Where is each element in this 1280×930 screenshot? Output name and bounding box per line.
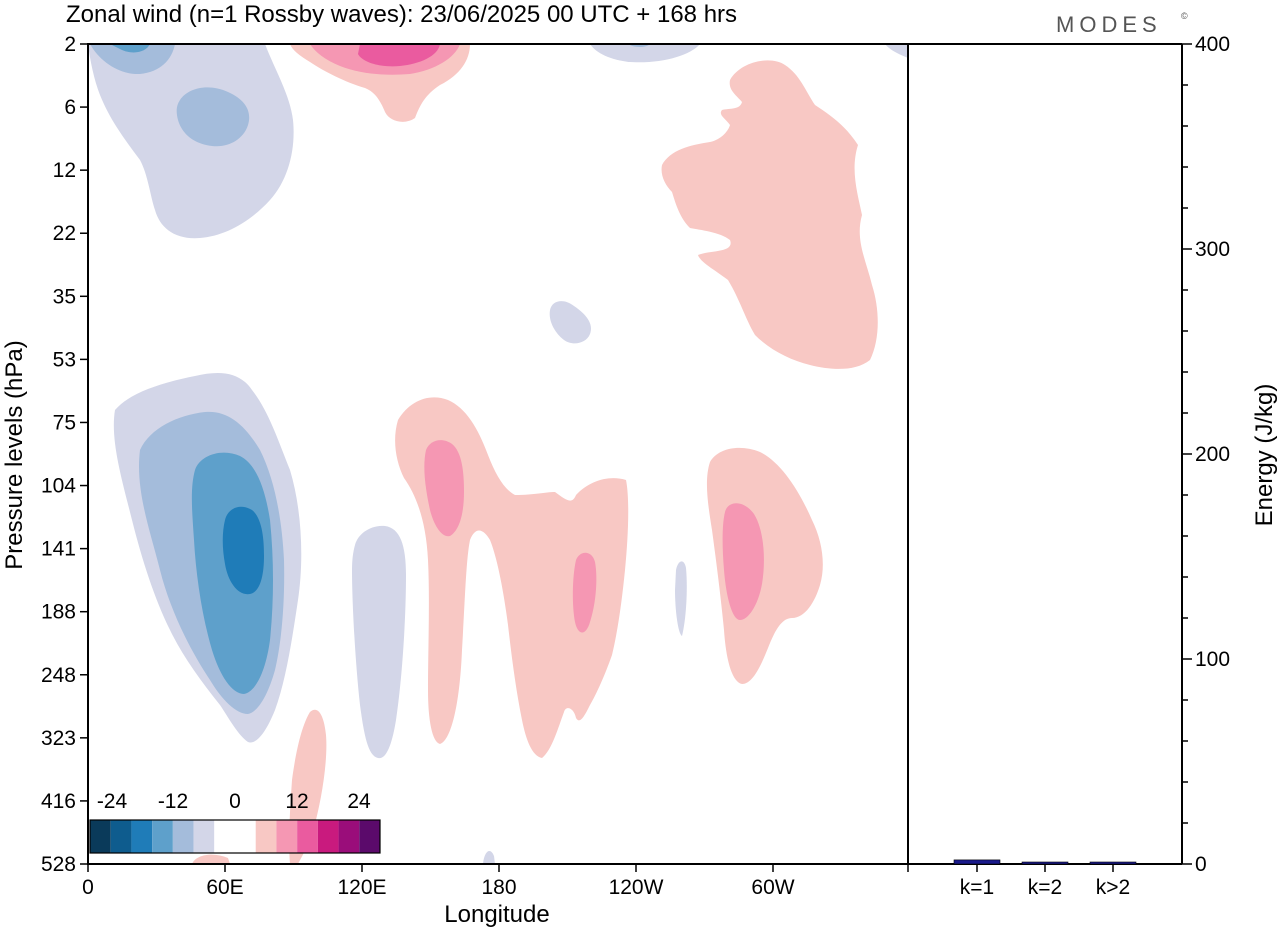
colorbar-swatch: [90, 820, 111, 853]
neg-small-blob: [549, 301, 592, 344]
pos-mid-core-a: [424, 440, 464, 537]
y-tick-label: 53: [53, 348, 76, 371]
energy-tick-label: 100: [1195, 648, 1230, 671]
energy-bar: [1089, 861, 1137, 865]
colorbar-swatch: [214, 820, 235, 853]
y-tick-label: 248: [41, 664, 76, 687]
x-tick-label: 60W: [751, 876, 794, 899]
y-tick-label: 104: [41, 475, 76, 498]
y-axis: Pressure levels (hPa) 2 6 12 22 35 53 75 104 141…: [1, 33, 88, 876]
x-axis: 0 60E 120E 180 120W 60W Longitude: [82, 864, 909, 928]
energy-tick-label: 0: [1195, 853, 1207, 876]
y-tick-label: 35: [53, 285, 76, 308]
x-tick-label: 0: [82, 876, 94, 899]
neg-upper-top-core: [110, 44, 150, 53]
y-tick-label: 12: [53, 159, 76, 182]
y-tick-label: 22: [53, 222, 76, 245]
energy-tick-label: 300: [1195, 238, 1230, 261]
energy-tick-label: 400: [1195, 33, 1230, 56]
x-tick-label: 60E: [206, 876, 243, 899]
y-tick-label: 75: [53, 411, 76, 434]
colorbar-swatch: [172, 820, 194, 853]
neg-upper-top: [90, 44, 175, 75]
colorbar-swatch: [338, 820, 360, 853]
x-tick-label: 120E: [337, 876, 386, 899]
y-axis-label: Pressure levels (hPa): [1, 340, 28, 569]
y-tick-label: 323: [41, 727, 76, 750]
colorbar-swatch: [193, 820, 215, 853]
energy-bar: [953, 859, 1001, 865]
y-tick-label: 6: [64, 96, 76, 119]
colorbar-frame: [89, 819, 381, 854]
neg-upper-inner: [176, 87, 250, 147]
colorbar-label: -24: [97, 790, 128, 813]
modes-logo: MODES ©: [1056, 11, 1188, 37]
energy-tick-label: 200: [1195, 443, 1230, 466]
pos-mid-core-b: [572, 552, 597, 633]
chart-title: Zonal wind (n=1 Rossby waves): 23/06/202…: [66, 1, 737, 28]
energy-category-label: k>2: [1096, 876, 1130, 899]
energy-panel: Energy (J/kg) 0 100 200 300 400 k=1 k=2 k>2: [907, 33, 1278, 899]
pos-right-core: [722, 503, 764, 620]
energy-bar: [1021, 861, 1069, 865]
x-tick-label: 180: [481, 876, 516, 899]
colorbar-swatch: [110, 820, 132, 853]
x-axis-label: Longitude: [444, 901, 549, 928]
colorbar-swatch: [359, 820, 380, 853]
y-tick-label: 528: [41, 853, 76, 876]
pos-upper-right: [661, 60, 878, 369]
x-tick-label: 120W: [609, 876, 664, 899]
colorbar-label: 12: [285, 790, 308, 813]
colorbar: -24 -12 0 12 24: [89, 790, 381, 854]
colorbar-label: -12: [158, 790, 188, 813]
neg-upper-blob: [88, 44, 294, 239]
neg-column: [352, 525, 406, 759]
colorbar-swatch: [255, 820, 277, 853]
energy-category-label: k=1: [960, 876, 994, 899]
colorbar-swatch: [276, 820, 298, 853]
y-tick-label: 188: [41, 601, 76, 624]
svg-text:MODES: MODES: [1056, 12, 1162, 37]
colorbar-label: 24: [347, 790, 371, 813]
y-tick-label: 416: [41, 790, 76, 813]
colorbar-swatch: [131, 820, 153, 853]
colorbar-swatch: [235, 820, 256, 853]
energy-axis-label: Energy (J/kg): [1251, 384, 1278, 527]
colorbar-swatch: [297, 820, 318, 853]
neg-lobe-core: [222, 506, 264, 595]
contour-fills: [88, 44, 908, 864]
colorbar-swatch: [317, 820, 339, 853]
energy-category-label: k=2: [1028, 876, 1062, 899]
svg-text:©: ©: [1181, 11, 1188, 21]
y-tick-label: 141: [41, 538, 76, 561]
contour-plot: [87, 43, 909, 865]
y-tick-label: 2: [64, 33, 76, 56]
colorbar-label: 0: [229, 790, 241, 813]
colorbar-swatch: [152, 820, 173, 853]
